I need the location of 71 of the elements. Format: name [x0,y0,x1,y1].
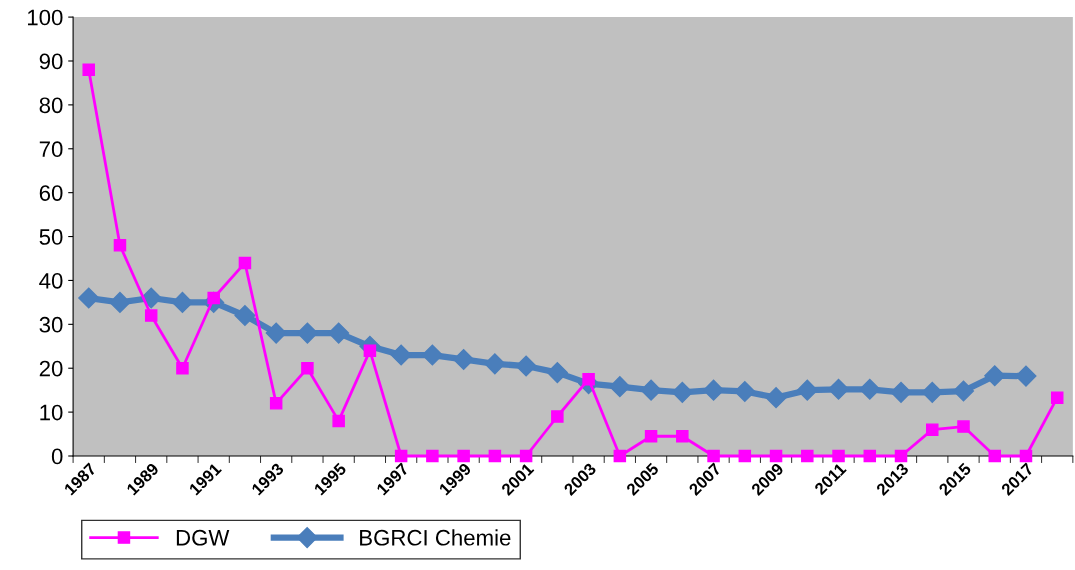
y-tick-label: 80 [39,97,63,114]
point [926,423,939,436]
point [332,414,345,428]
point [703,379,725,401]
point [269,397,283,410]
point [988,449,1001,463]
point [390,344,412,366]
point [109,291,131,313]
point [863,449,877,463]
point [609,376,631,398]
point [952,380,975,402]
y-tick-label: 30 [39,316,63,333]
point [984,365,1006,387]
point [457,449,470,463]
point [769,449,783,463]
point [421,344,443,366]
legend-label: DGW [176,529,230,546]
point [828,378,850,400]
y-tick-label: 20 [39,360,63,377]
point [546,362,568,384]
point [363,344,377,357]
point [113,239,127,252]
point [82,63,95,77]
point [676,429,689,443]
point [613,449,627,463]
point [78,287,100,309]
point [176,361,189,375]
point [296,322,318,344]
point [426,449,439,463]
point [738,449,752,463]
point [515,355,537,377]
y-tick-label: 0 [51,448,63,465]
y-tick-label: 50 [39,229,63,245]
point [1050,391,1064,404]
point [301,361,314,375]
point [671,381,693,403]
point [765,387,787,409]
point [144,309,158,322]
point [801,449,814,463]
point [265,322,287,344]
point [140,287,162,309]
point [328,322,350,344]
y-tick-label: 70 [39,141,63,158]
point [394,449,408,463]
point [640,379,662,401]
point [234,305,256,327]
point [859,378,881,400]
y-tick-label: 10 [40,404,63,421]
y-tick-label: 90 [39,53,63,70]
point [707,449,720,463]
point [644,429,658,443]
point [734,380,756,402]
y-tick-label: 40 [39,272,63,289]
point [238,256,252,270]
point [1019,449,1033,463]
point [453,348,475,370]
point [890,381,912,403]
point [894,449,908,463]
legend-label: BGRCI Chemie [360,529,511,546]
point [488,449,502,463]
point [796,379,818,401]
point [832,449,845,463]
point [551,410,564,423]
y-tick-label: 60 [39,185,63,201]
point [921,381,943,403]
y-tick-label: 100 [28,9,63,26]
point [957,420,970,433]
point [171,291,193,313]
point [484,353,506,375]
point [519,449,533,463]
point [1015,365,1037,387]
